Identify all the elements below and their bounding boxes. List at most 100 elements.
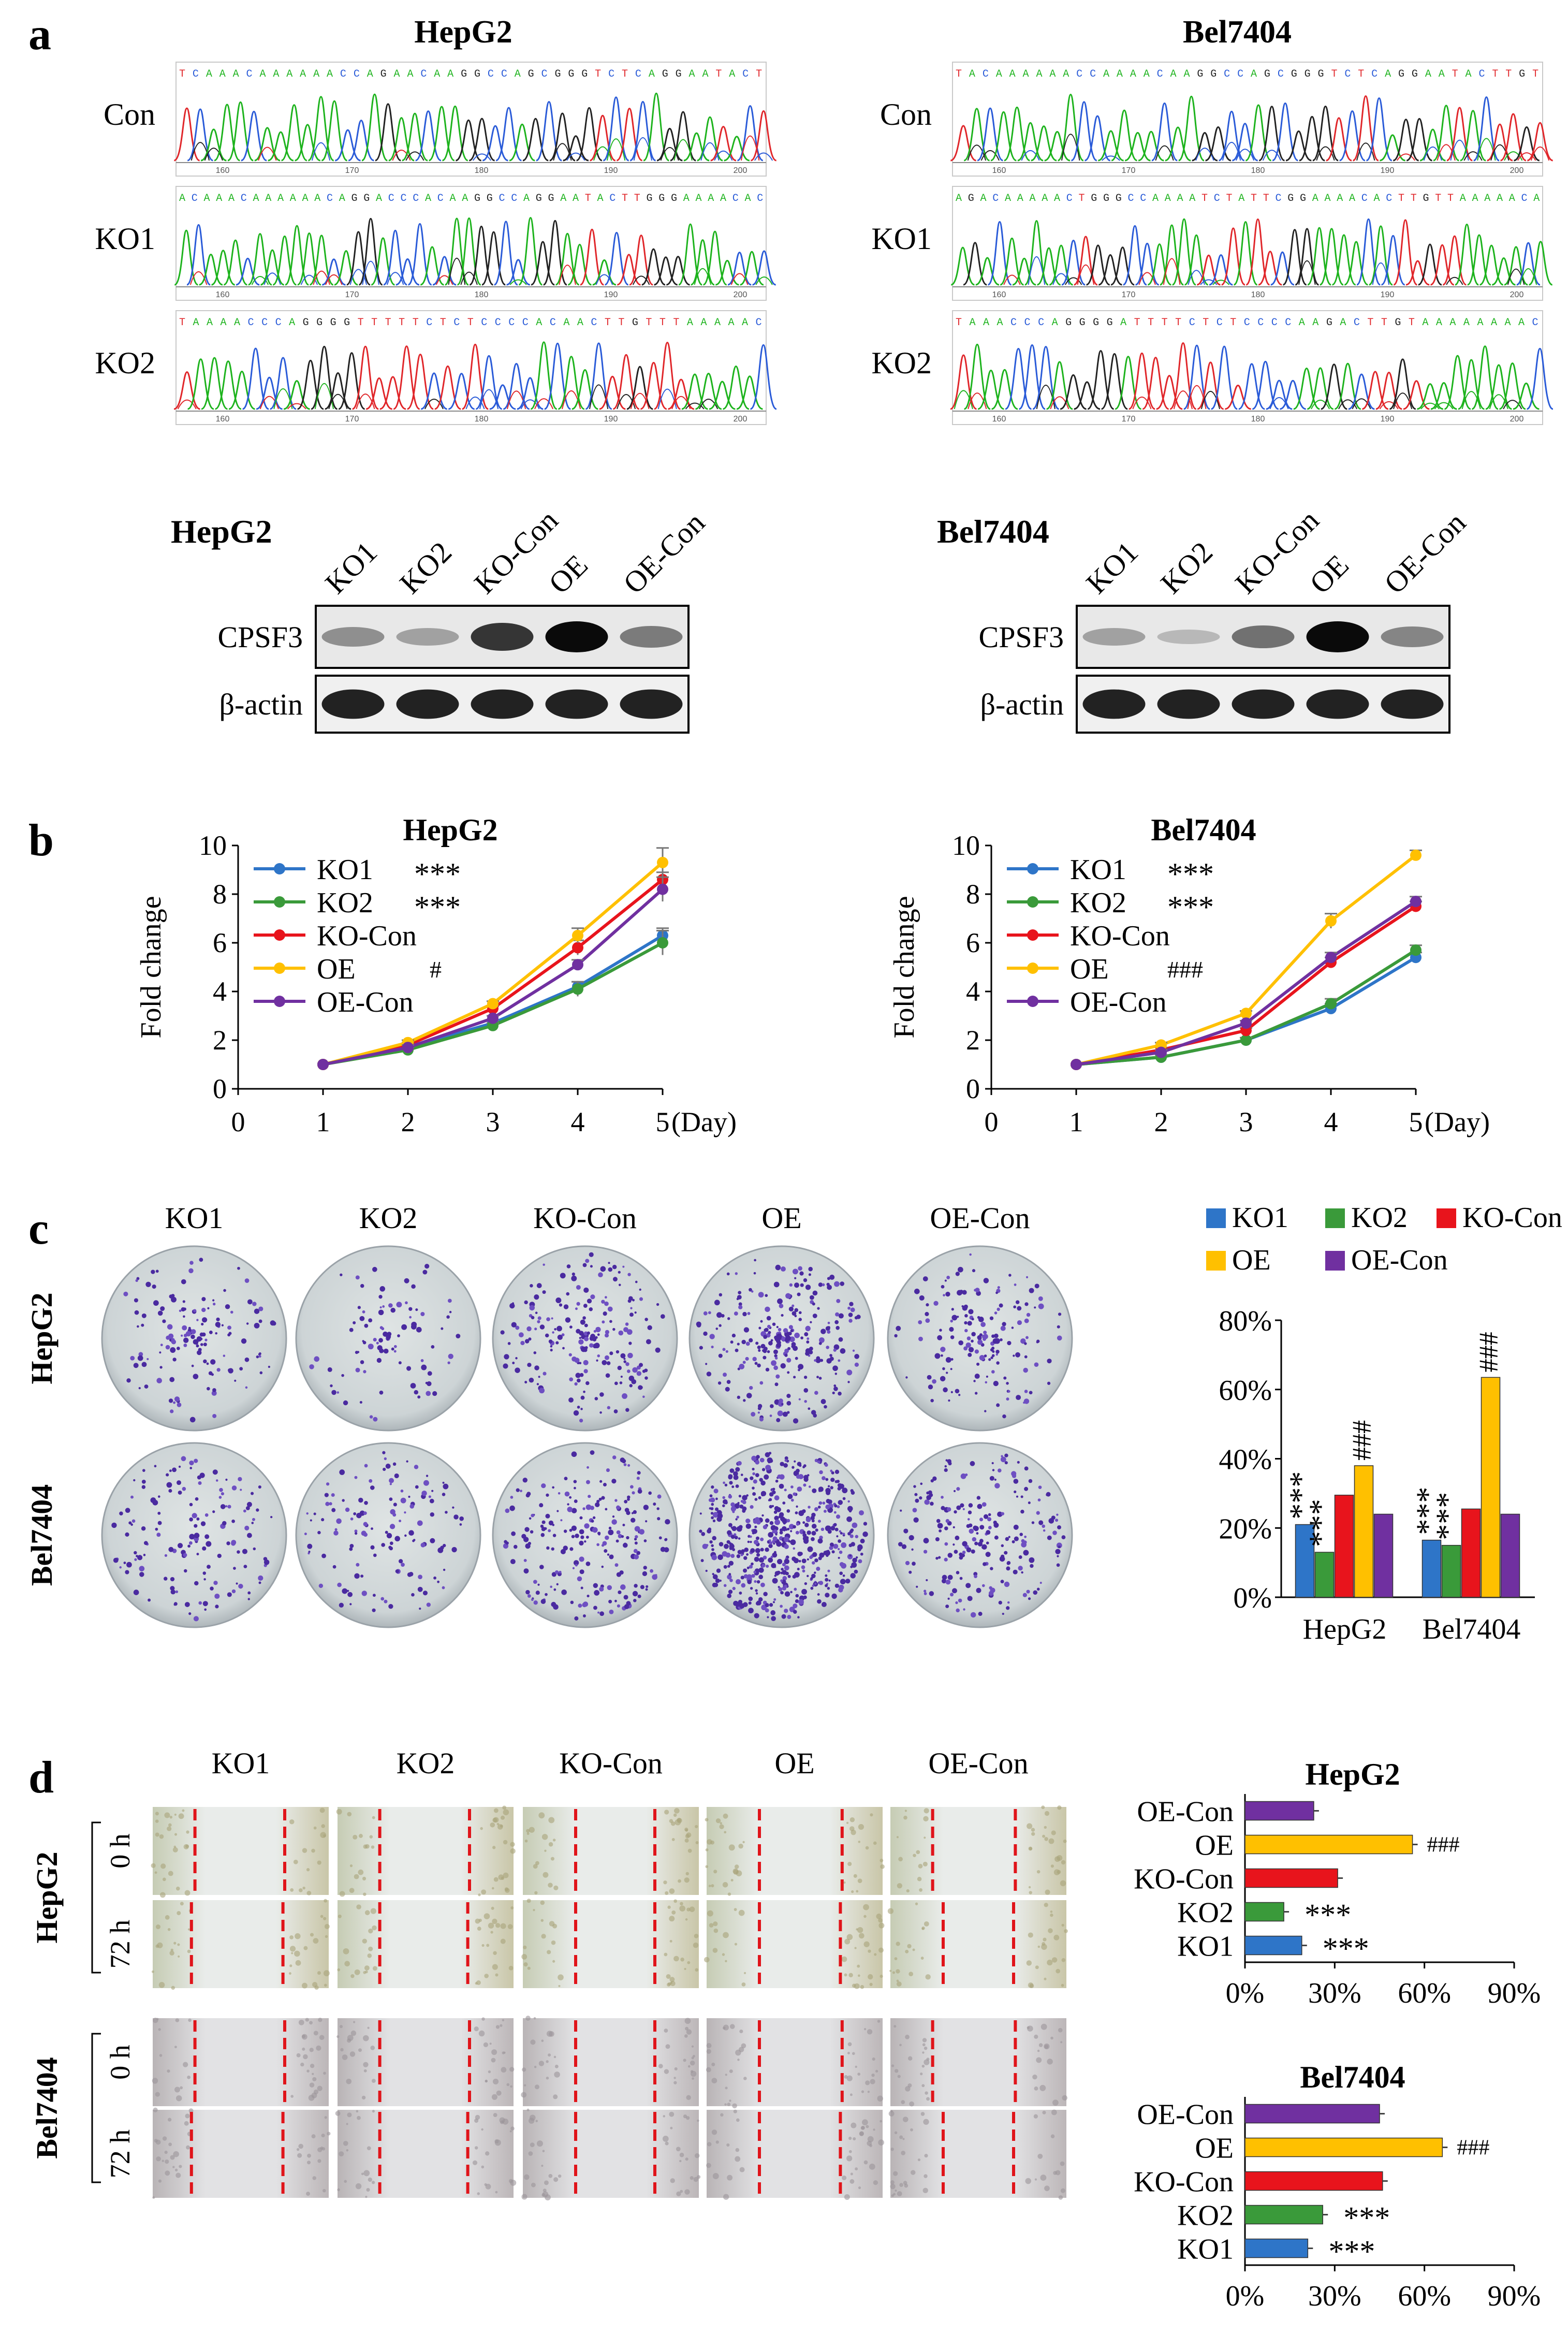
colony-dot [191,1364,194,1367]
colony-dot [644,1376,648,1380]
colony-dot [896,1325,901,1331]
colony-dot [355,1275,360,1280]
cell-speck [186,1830,189,1834]
category-label: KO-Con [1134,2166,1234,2198]
scratch-column-label: KO-Con [559,1746,663,1780]
colony-dot [788,1325,793,1330]
colony-dot [256,1355,259,1359]
colony-dot [420,1311,425,1317]
colony-dot [1034,1283,1039,1289]
colony-dot [539,1503,544,1508]
trace-minor-peak [1102,155,1120,161]
colony-dot [177,1480,182,1485]
colony-dot [198,1601,202,1605]
colony-dot [136,1555,138,1557]
hepg2-wb-band [396,689,459,719]
colony-dot [898,1542,903,1547]
base-call: A [1422,317,1428,329]
colony-dot [531,1316,535,1320]
cell-speck [320,1915,324,1918]
trace-peak [617,254,641,286]
colony-dot [959,1577,963,1580]
colony-dot [1057,1335,1062,1341]
colony-dot [604,1355,609,1360]
colony-dot [181,1334,183,1337]
colony-dot [827,1587,830,1590]
colony-dot [553,1588,556,1591]
significance-mark: ### [1427,1833,1460,1857]
colony-dot [761,1564,765,1568]
colony-dot [258,1355,261,1358]
colony-dot [959,1552,963,1557]
colony-dot [847,1500,850,1503]
colony-dot [817,1506,821,1509]
colony-dot [601,1300,605,1304]
cell-speck [897,2191,902,2196]
trace-minor-peak [1393,392,1413,410]
cell-speck [695,1968,699,1972]
legend-significance: # [430,956,442,983]
colony-dot [216,1317,220,1321]
cell-speck [715,1818,721,1824]
colony-dot [531,1513,535,1518]
trace-minor-peak [606,138,626,161]
colony-dot [773,1598,776,1601]
colony-bar [1481,1377,1501,1598]
cell-speck [669,1939,672,1943]
trace-peak [1097,130,1124,162]
colony-dot [774,1351,777,1354]
colony-dot [212,1510,215,1513]
colony-dot [605,1330,610,1334]
colony-dot [625,1322,629,1326]
colony-dot [427,1371,432,1376]
cell-speck [686,2095,691,2100]
colony-dot [343,1400,348,1406]
colony-dot [504,1354,509,1360]
base-call: C [591,317,597,329]
colony-dot [952,1588,957,1594]
colony-dot [820,1527,825,1531]
cell-speck [901,2151,906,2155]
colony-dot [1030,1564,1034,1568]
base-call: C [732,193,739,205]
colony-dot [848,1543,853,1548]
cell-speck [358,2048,362,2052]
trace-minor-peak [617,393,636,410]
cell-speck [496,2090,502,2096]
colony-dot [339,1602,344,1608]
base-call: C [246,68,253,80]
colony-dot [582,1263,587,1267]
colony-dot [796,1522,799,1526]
base-call: A [434,68,440,80]
cell-speck [177,1943,180,1946]
cell-speck [354,1969,360,1975]
trace-minor-peak [1507,268,1525,285]
colony-dot [743,1568,748,1573]
cell-speck [684,1839,689,1843]
bel7404-wb-lane-label: OE [1303,548,1355,601]
colony-dot [212,1299,215,1302]
colony-dot [168,1333,174,1339]
colony-dot [593,1606,597,1610]
colony-dot [801,1558,807,1564]
colony-dot [580,1395,585,1400]
colony-dot [645,1520,648,1523]
cell-speck [890,2183,896,2190]
cell-speck [895,2069,899,2073]
cell-speck [857,1964,860,1968]
cell-speck [530,2039,536,2045]
colony-dot [317,1530,321,1535]
colony-dot [760,1537,764,1541]
colony-dot [749,1535,752,1538]
colony-dot [833,1348,837,1352]
trace-peak [1110,246,1135,286]
colony-dot [411,1284,416,1289]
colony-dot [141,1479,146,1484]
colony-dot [427,1381,432,1387]
colony-dot [722,1499,728,1505]
cell-speck [372,1925,377,1931]
colony-dot [258,1581,261,1584]
growth-hepg2-point [402,1042,414,1054]
colony-dot [812,1584,815,1587]
colony-dot [750,1505,754,1509]
